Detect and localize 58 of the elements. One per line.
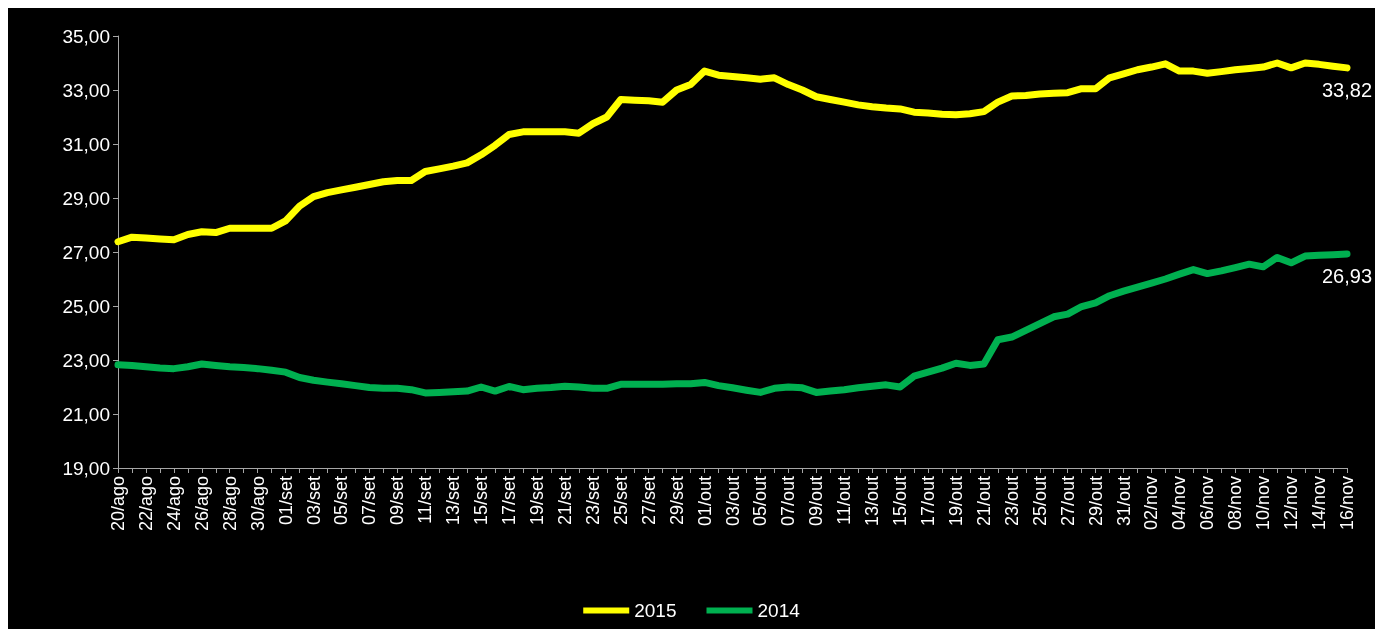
x-tick-label: 05/set [331,476,352,526]
x-tick-label: 09/out [806,476,827,527]
x-tick-label: 15/out [890,476,911,527]
y-tick-label: 27,00 [62,241,110,263]
x-tick-label: 02/nov [1141,476,1162,531]
y-tick-label: 23,00 [62,349,110,371]
x-tick-label: 03/out [722,476,743,527]
x-tick-label: 29/out [1085,476,1106,527]
data-label: 33,82 [1321,78,1373,101]
y-tick-label: 25,00 [62,295,110,317]
y-tick-label: 31,00 [62,133,110,155]
x-tick-label: 11/out [834,476,855,525]
y-tick-label: 35,00 [62,25,110,47]
x-tick-label: 25/out [1029,476,1050,527]
x-tick-label: 16/nov [1337,476,1357,531]
legend-label: 2014 [757,600,801,621]
x-tick-label: 13/out [862,476,883,527]
x-tick-label: 26/ago [191,476,212,532]
x-tick-label: 09/set [387,476,408,526]
x-tick-label: 05/out [750,476,771,527]
y-tick-label: 33,00 [62,79,110,101]
x-tick-label: 17/set [499,476,520,526]
x-tick-label: 08/nov [1225,476,1246,531]
x-tick-label: 24/ago [163,476,184,532]
x-tick-label: 28/ago [219,476,240,532]
x-tick-label: 06/nov [1197,476,1218,531]
x-tick-label: 23/out [1001,476,1022,527]
x-tick-label: 25/set [610,476,631,526]
x-tick-label: 20/ago [108,476,128,532]
x-tick-label: 31/out [1113,476,1134,527]
x-tick-label: 21/set [554,476,575,526]
x-tick-label: 27/out [1057,476,1078,527]
x-tick-label: 27/set [638,476,659,526]
x-tick-label: 10/nov [1253,476,1274,531]
x-tick-label: 30/ago [247,476,268,532]
y-tick-label: 19,00 [62,457,110,479]
x-tick-label: 13/set [443,476,464,526]
x-tick-label: 29/set [666,476,687,526]
x-tick-label: 11/set [415,476,436,524]
x-tick-label: 07/set [359,476,380,526]
x-tick-label: 01/set [275,476,296,526]
data-label: 26,93 [1321,264,1373,287]
y-tick-label: 21,00 [62,403,110,425]
x-tick-label: 03/set [303,476,324,526]
x-tick-label: 19/set [526,476,547,526]
x-tick-label: 23/set [582,476,603,526]
y-tick-label: 29,00 [62,187,110,209]
x-tick-label: 17/out [918,476,939,527]
x-tick-label: 04/nov [1169,476,1190,531]
x-tick-label: 19/out [945,476,966,527]
x-tick-label: 15/set [471,476,492,526]
x-tick-label: 14/nov [1309,476,1330,531]
legend-label: 2015 [634,600,677,621]
x-tick-label: 12/nov [1281,476,1302,531]
x-tick-label: 21/out [973,476,994,527]
x-tick-label: 07/out [778,476,799,527]
x-tick-label: 01/out [694,476,715,527]
x-tick-label: 22/ago [135,476,156,532]
